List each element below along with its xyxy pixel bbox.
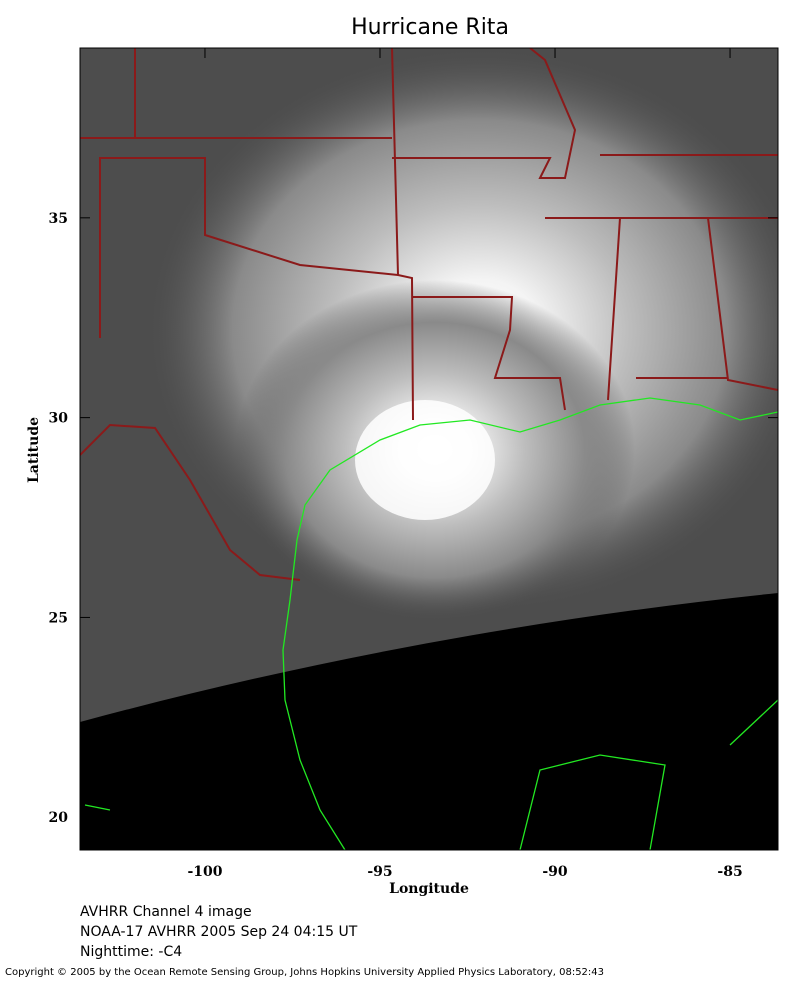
y-tick-label: 20 — [49, 810, 69, 826]
x-tick-label: -100 — [187, 864, 222, 880]
map-title: Hurricane Rita — [351, 15, 509, 40]
caption: NOAA-17 AVHRR 2005 Sep 24 04:15 UT — [80, 924, 358, 940]
caption: Nighttime: -C4 — [80, 944, 182, 960]
x-tick-label: -95 — [367, 864, 392, 880]
x-tick-label: -90 — [542, 864, 568, 880]
copyright: Copyright © 2005 by the Ocean Remote Sen… — [5, 967, 604, 978]
y-axis-label: Latitude — [26, 417, 42, 483]
plot-frame — [79, 47, 779, 851]
y-tick-label: 35 — [49, 211, 68, 227]
caption: AVHRR Channel 4 image — [80, 904, 252, 920]
y-tick-label: 25 — [49, 610, 68, 626]
x-tick-label: -85 — [717, 864, 742, 880]
x-axis-label: Longitude — [389, 881, 469, 897]
satellite-image — [80, 48, 778, 850]
y-tick-label: 30 — [49, 411, 69, 427]
